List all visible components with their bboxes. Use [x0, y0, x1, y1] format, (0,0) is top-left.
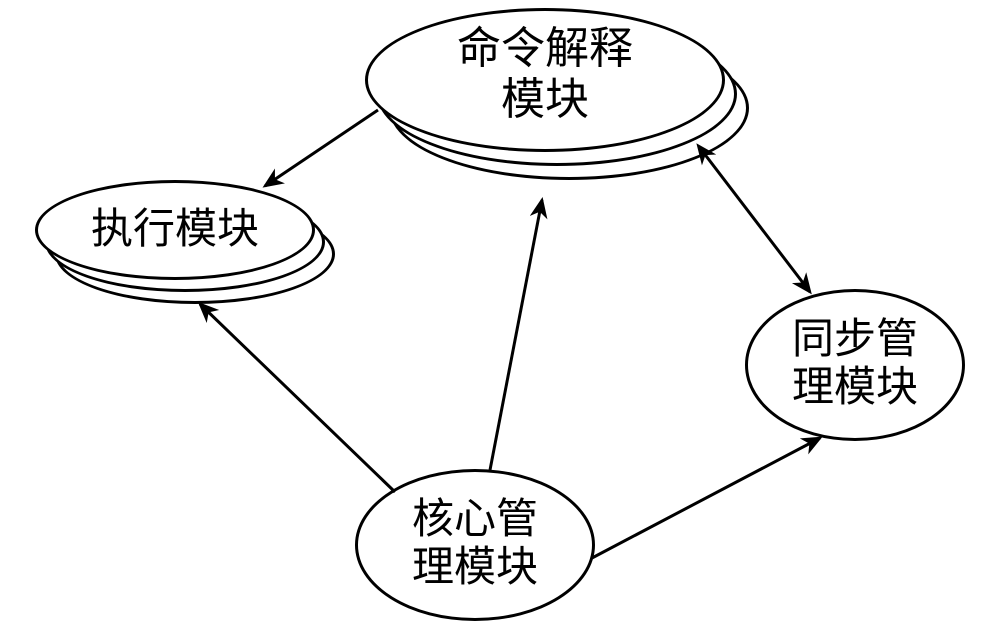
node-sync [745, 289, 965, 441]
edge-core-cmd [490, 200, 542, 470]
node-exec-layer-1 [35, 180, 315, 280]
node-core [355, 469, 595, 621]
diagram-canvas: 命令解释 模块 执行模块 同步管 理模块 核心管 理模块 [0, 0, 1000, 635]
node-cmd [365, 8, 749, 184]
edge-cmd-exec [265, 110, 378, 186]
edge-core-sync [592, 438, 820, 558]
node-exec [35, 180, 335, 304]
edge-core-exec [200, 304, 395, 492]
node-cmd-layer-1 [365, 8, 725, 152]
